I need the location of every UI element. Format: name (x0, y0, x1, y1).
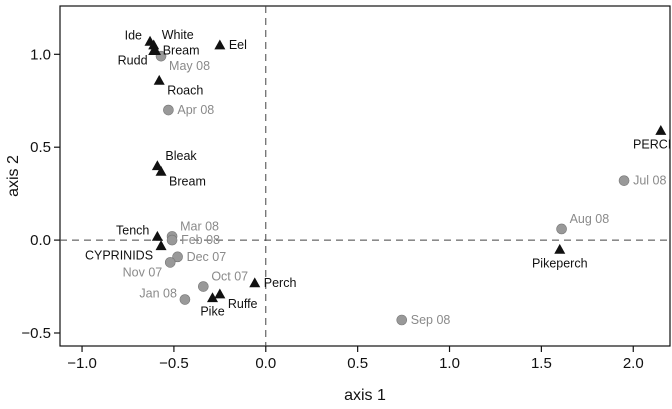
species-label-white: White (162, 28, 194, 42)
species-point-perch (249, 277, 261, 288)
y-axis-ticks: −0.5 0.0 0.5 1.0 (21, 46, 60, 342)
sample-point-nov-07 (164, 257, 176, 268)
x-tick-label: 1.0 (439, 355, 460, 372)
species-label-bleak: Bleak (165, 149, 197, 163)
sample-label-dec-07: Dec 07 (187, 250, 227, 264)
sample-point-oct-07 (198, 281, 209, 292)
sample-label-mar-08: Mar 08 (180, 219, 219, 233)
species-label-eel: Eel (229, 38, 247, 52)
species-point-eel (214, 39, 226, 50)
species-point-percids (655, 124, 667, 135)
sample-point-apr-08 (163, 104, 174, 116)
sample-label-oct-07: Oct 07 (211, 270, 248, 284)
x-tick-label: 0.5 (347, 355, 368, 372)
plot-frame (59, 5, 671, 347)
species-label-tench: Tench (116, 223, 149, 237)
sample-label-feb-08: Feb 08 (181, 233, 220, 247)
species-label-bream: Bream (169, 174, 206, 188)
species-point-pikeperch (554, 243, 566, 254)
x-axis-title: axis 1 (344, 387, 386, 404)
species-label-ruffe: Ruffe (228, 297, 258, 311)
species-point-cyprinids (155, 240, 167, 251)
species-label-pikeperch: Pikeperch (532, 256, 588, 270)
sample-label-may-08: May 08 (169, 59, 210, 73)
species-point-bream (155, 165, 167, 176)
sample-point-jan-08 (179, 294, 191, 305)
y-tick-label: 0.0 (30, 232, 51, 249)
x-tick-label: 1.5 (531, 355, 552, 372)
x-tick-label: 2.0 (623, 355, 644, 372)
sample-point-jul-08 (618, 175, 630, 186)
sample-point-sep-08 (396, 314, 408, 326)
sample-label-sep-08: Sep 08 (411, 313, 451, 327)
y-tick-label: 0.5 (30, 139, 51, 156)
species-label-ide: Ide (125, 28, 142, 42)
species-points: Ide White Bream Rudd Eel Roach Bleak Bream Tench… (85, 28, 672, 319)
sample-label-aug-08: Aug 08 (570, 212, 610, 226)
species-point-tench (151, 230, 163, 241)
species-label-perch: Perch (264, 276, 297, 290)
species-label-roach: Roach (167, 83, 203, 97)
y-tick-label: 1.0 (30, 46, 51, 63)
sample-label-jul-08: Jul 08 (633, 174, 666, 188)
species-label-rudd: Rudd (118, 54, 148, 68)
species-label-bream: Bream (163, 44, 200, 58)
sample-point-aug-08 (556, 223, 567, 235)
x-tick-label: −1.0 (67, 355, 97, 372)
species-label-pike: Pike (200, 305, 224, 319)
species-point-pike (207, 292, 218, 303)
y-axis-title: axis 2 (5, 155, 22, 197)
species-label-cyprinids: CYPRINIDS (85, 249, 153, 263)
species-point-roach (153, 74, 165, 85)
species-label-percids: PERCIDS (633, 137, 672, 151)
sample-label-apr-08: Apr 08 (177, 103, 214, 117)
x-tick-label: −0.5 (159, 355, 189, 372)
x-tick-label: 0.0 (255, 355, 276, 372)
sample-point-dec-07 (172, 251, 183, 263)
species-point-ruffe (214, 288, 226, 299)
y-tick-label: −0.5 (21, 325, 51, 342)
sample-label-jan-08: Jan 08 (139, 287, 177, 301)
species-point-rudd (150, 45, 162, 55)
x-axis-ticks: −1.0 −0.5 0.0 0.5 1.0 1.5 2.0 (67, 346, 644, 372)
sample-label-nov-07: Nov 07 (123, 265, 163, 279)
sample-point-feb-08 (166, 234, 178, 246)
